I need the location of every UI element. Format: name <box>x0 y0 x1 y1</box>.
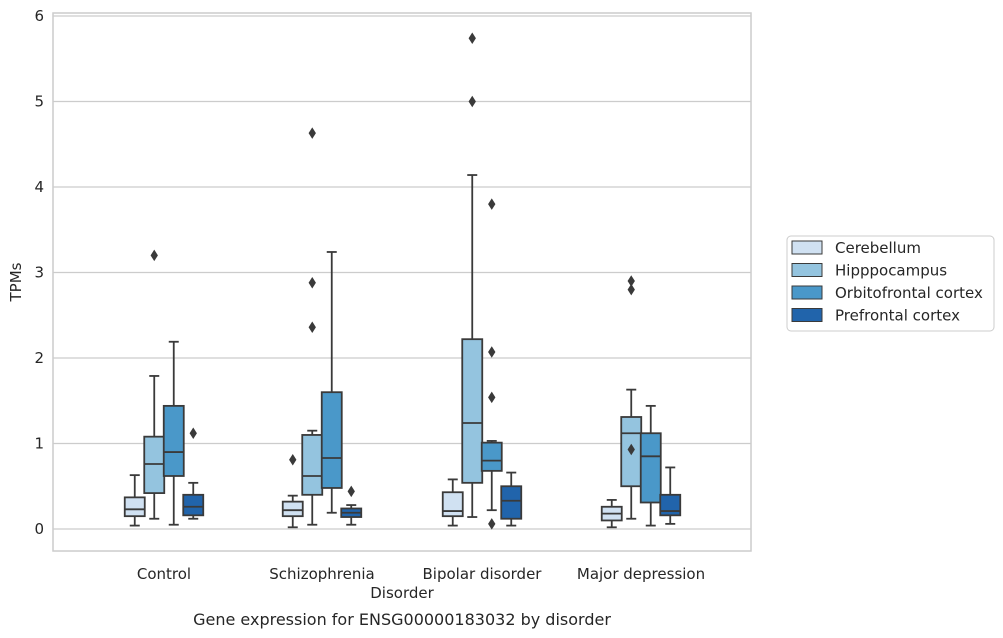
box-0-3 <box>600 499 623 529</box>
box-2-0 <box>162 340 185 526</box>
box-3-0 <box>182 427 205 520</box>
outlier-2-2-2 <box>488 346 496 358</box>
outlier-1-2-1 <box>468 32 476 44</box>
box-body-3-0 <box>182 493 205 517</box>
outlier-1-1-2 <box>308 127 316 139</box>
outlier-1-1-0 <box>308 321 316 333</box>
outlier-3-0-0 <box>189 427 197 439</box>
y-tick-labels: 0 1 2 3 4 5 6 <box>34 7 44 538</box>
outlier-0-1-0 <box>289 454 297 466</box>
y-tick-label-1: 1 <box>34 435 44 453</box>
series-0 <box>123 454 623 529</box>
legend-label-2: Orbitofrontal cortex <box>835 284 983 302</box>
box-body-2-0 <box>162 404 185 477</box>
outlier-1-3-0 <box>627 443 635 456</box>
legend-swatch-1 <box>791 263 823 277</box>
outlier-2-2-1 <box>488 391 496 404</box>
legend-label-3: Prefrontal cortex <box>835 307 960 325</box>
outlier-1-0-0 <box>150 249 158 262</box>
box-marks <box>123 32 682 530</box>
outlier-3-1-0 <box>347 485 355 498</box>
box-body-2-1 <box>320 391 343 489</box>
series-3 <box>182 427 682 527</box>
plot-frame <box>52 12 752 552</box>
y-tick-label-2: 2 <box>34 349 44 367</box>
box-1-3 <box>620 275 643 520</box>
box-1-0 <box>143 249 166 520</box>
y-tick-label-5: 5 <box>34 93 44 111</box>
x-axis-label: Disorder <box>370 584 434 602</box>
legend-swatch-3 <box>791 308 823 322</box>
box-3-1 <box>340 485 363 526</box>
x-tick-labels: Control Schizophrenia Bipolar disorder Majo… <box>137 565 705 583</box>
box-body-1-1 <box>301 434 324 496</box>
y-tick-label-4: 4 <box>34 178 44 196</box>
x-tick-label-3: Major depression <box>577 565 705 583</box>
box-3-2 <box>500 471 523 527</box>
box-body-0-1 <box>281 500 304 518</box>
y-tick-label-0: 0 <box>34 520 44 538</box>
box-body-2-3 <box>639 432 662 504</box>
y-axis-label: TPMs <box>7 262 25 302</box>
outlier-1-1-1 <box>308 277 316 289</box>
box-body-1-2 <box>461 338 484 484</box>
series-2 <box>162 198 662 530</box>
x-tick-label-2: Bipolar disorder <box>423 565 543 583</box>
box-2-1 <box>320 251 343 514</box>
chart-caption: Gene expression for ENSG00000183032 by d… <box>193 610 611 629</box>
box-body-0-2 <box>441 491 464 518</box>
legend-label-1: Hipppocampus <box>835 262 947 280</box>
legend-swatch-2 <box>791 285 823 300</box>
series-1 <box>143 32 643 526</box>
box-0-1 <box>281 454 304 529</box>
box-body-0-0 <box>123 496 146 518</box>
y-tick-label-3: 3 <box>34 264 44 282</box>
box-body-3-3 <box>659 493 682 517</box>
box-body-2-2 <box>480 441 503 472</box>
box-3-3 <box>659 466 682 525</box>
box-1-1 <box>301 127 324 526</box>
y-tick-label-6: 6 <box>34 7 44 25</box>
outlier-2-2-0 <box>488 518 496 530</box>
x-tick-label-1: Schizophrenia <box>269 565 374 583</box>
box-0-2 <box>441 478 464 527</box>
outlier-1-3-1 <box>627 283 635 296</box>
outlier-1-2-0 <box>468 95 476 108</box>
legend-frame <box>786 235 995 332</box>
outlier-2-2-3 <box>488 198 496 210</box>
legend: Cerebellum Hipppocampus Orbitofrontal cort… <box>786 235 995 332</box>
box-body-3-2 <box>500 485 523 520</box>
legend-swatch-0 <box>791 240 823 255</box>
box-1-2 <box>461 32 484 518</box>
box-0-0 <box>123 474 146 527</box>
box-2-3 <box>639 404 662 527</box>
outlier-1-3-2 <box>627 275 635 287</box>
x-tick-label-0: Control <box>137 565 191 583</box>
legend-label-0: Cerebellum <box>835 239 921 257</box>
box-2-2 <box>480 198 503 530</box>
